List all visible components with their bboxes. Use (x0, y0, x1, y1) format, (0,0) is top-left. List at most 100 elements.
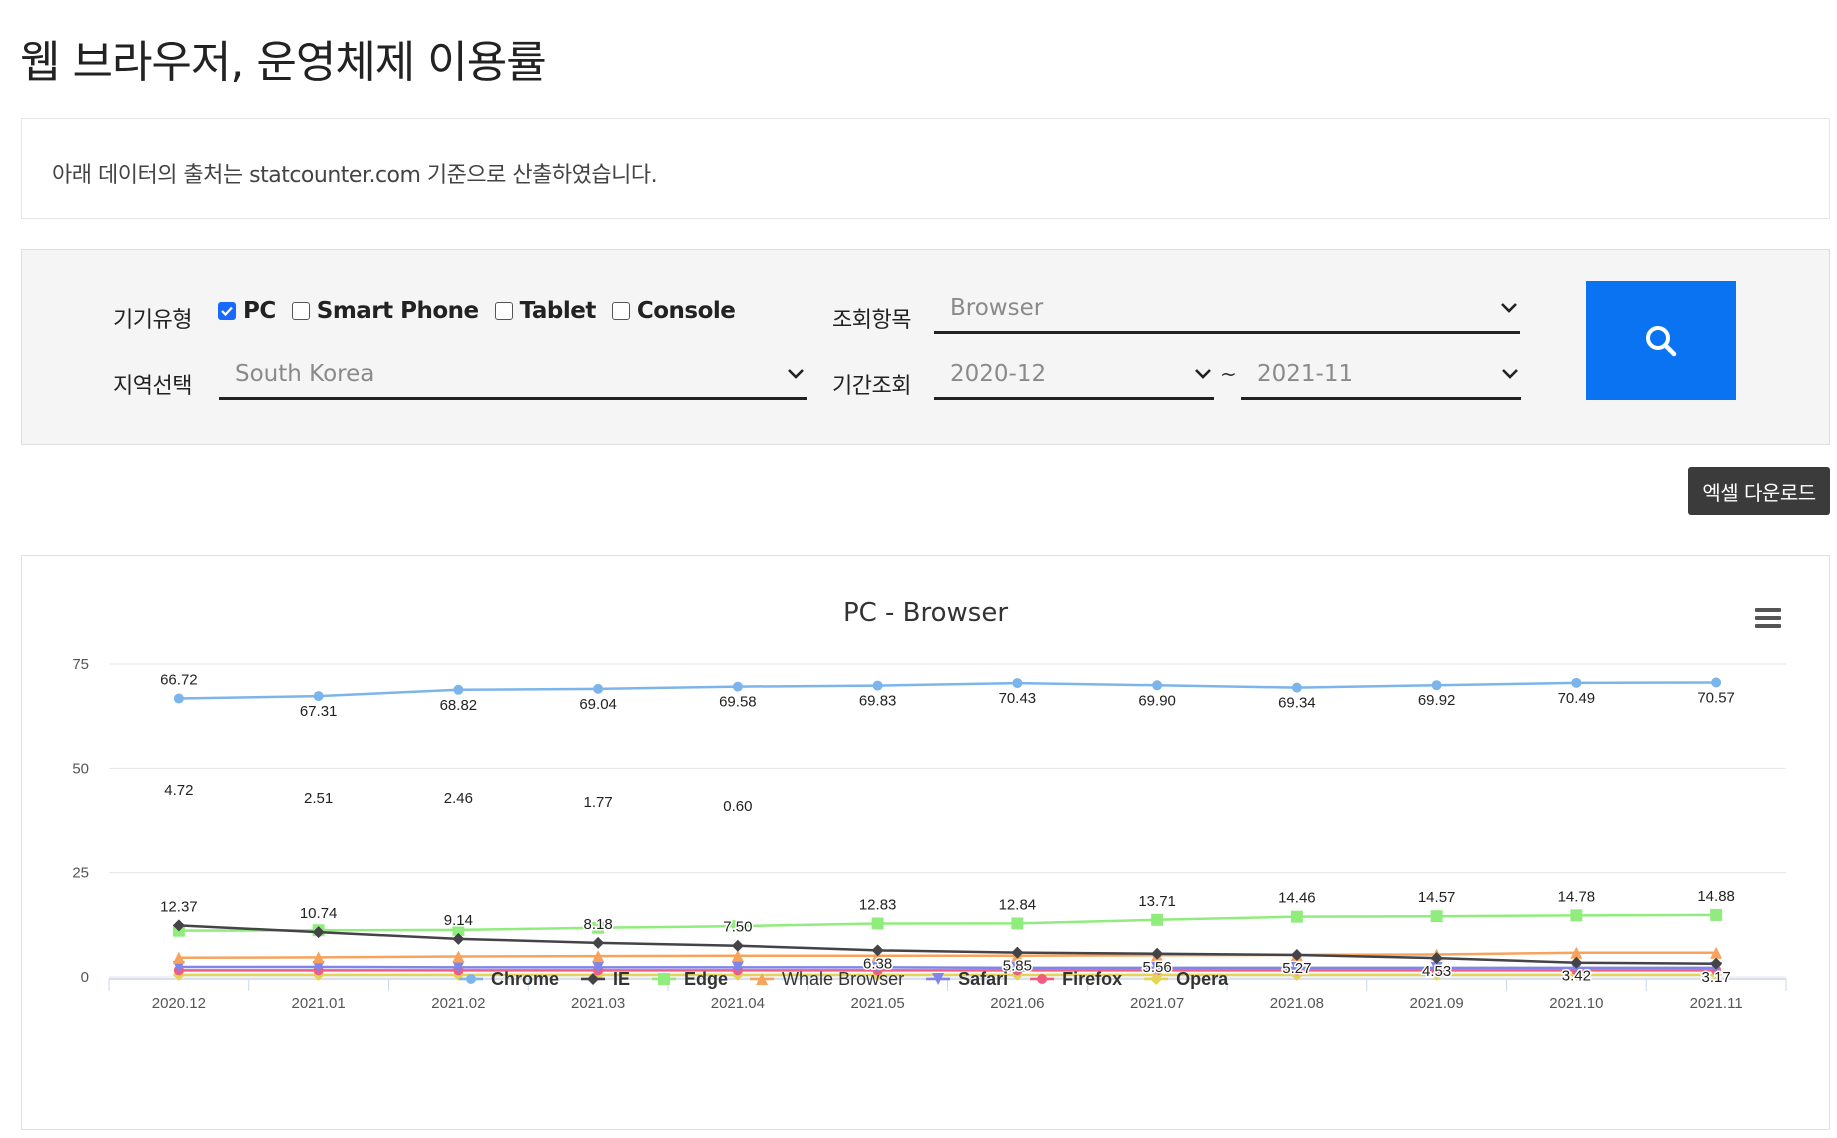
period-to-value: 2021-11 (1257, 361, 1354, 387)
excel-download-button[interactable]: 엑셀 다운로드 (1688, 467, 1830, 515)
data-point-whale-browser (312, 951, 325, 964)
period-label: 기간조회 (832, 374, 911, 399)
query-item-select-value: Browser (950, 295, 1044, 321)
data-label-edge: 0.60 (723, 798, 752, 815)
data-label-ie: 9.14 (444, 912, 473, 929)
data-point-whale-browser (1570, 946, 1583, 959)
legend-label: Chrome (491, 969, 559, 989)
data-point-safari (731, 961, 744, 974)
data-point-edge (452, 923, 465, 936)
data-point-ie (592, 936, 605, 949)
x-tick-label: 2021.02 (431, 995, 485, 1012)
data-point-edge (1011, 917, 1024, 930)
y-tick-label: 50 (72, 760, 89, 777)
notice-box: 아래 데이터의 출처는 statcounter.com 기준으로 산출하였습니다… (21, 118, 1830, 219)
data-label-ie: 3.42 (1562, 968, 1591, 985)
data-label-ie: 3.17 (1702, 969, 1731, 986)
checkbox-pc-box[interactable] (218, 302, 236, 320)
data-label-chrome: 70.43 (999, 690, 1037, 707)
x-tick-label: 2021.05 (851, 995, 905, 1012)
data-label-edge: 2.46 (444, 790, 473, 807)
device-checkbox-group: PC Smart Phone Tablet Console (218, 298, 751, 324)
data-label-chrome: 70.49 (1558, 690, 1596, 707)
data-point-ie (1011, 946, 1024, 959)
checkbox-smart-phone[interactable]: Smart Phone (291, 298, 479, 324)
period-from-select[interactable]: 2020-12 (934, 354, 1214, 400)
legend-marker (756, 973, 769, 985)
data-point-whale-browser (592, 950, 605, 963)
legend-marker (1150, 973, 1163, 985)
data-point-chrome (1291, 682, 1302, 693)
data-point-chrome (1571, 677, 1582, 688)
checkbox-console[interactable]: Console (611, 298, 736, 324)
series-line-edge (178, 913, 1717, 932)
data-point-safari (871, 961, 884, 974)
data-point-whale-browser (731, 949, 744, 962)
y-tick-label: 25 (72, 865, 89, 882)
data-point-safari (172, 960, 185, 973)
data-label-edge: 12.84 (999, 896, 1037, 913)
legend-label: Safari (958, 969, 1008, 989)
data-label-edge: 14.88 (1697, 888, 1735, 905)
checkbox-smart-phone-label: Smart Phone (316, 298, 479, 324)
legend-item-chrome[interactable]: Chrome (459, 969, 559, 989)
legend-label: Whale Browser (782, 969, 904, 989)
search-button[interactable] (1586, 281, 1736, 400)
page-title: 웹 브라우저, 운영체제 이용률 (20, 37, 547, 88)
series-line-whale-browser (178, 951, 1717, 960)
chart-menu-icon[interactable] (1755, 608, 1781, 628)
checkbox-console-label: Console (636, 298, 736, 324)
legend-label: Opera (1176, 969, 1229, 989)
series-line-chrome (178, 681, 1717, 700)
chart-container: PC - Browser 0 25 50 75 2020.12 2021.01 2021.0… (21, 555, 1830, 1130)
legend-item-edge[interactable]: Edge (652, 969, 728, 989)
data-point-chrome (313, 691, 324, 702)
data-label-edge: 14.78 (1558, 888, 1596, 905)
data-label-ie: 5.27 (1282, 960, 1311, 977)
data-label-ie: 4.53 (1422, 963, 1451, 980)
series-line-ie (178, 924, 1717, 966)
legend-marker (658, 973, 671, 985)
data-label-ie: 5.56 (1143, 959, 1172, 976)
search-icon (1646, 325, 1677, 356)
legend-label: Edge (684, 969, 728, 989)
data-point-edge (1290, 910, 1303, 923)
data-label-chrome: 69.34 (1278, 695, 1316, 712)
data-label-ie: 6.38 (863, 955, 892, 972)
data-label-ie: 7.50 (723, 919, 752, 936)
query-item-select[interactable]: Browser (934, 288, 1520, 334)
data-point-chrome (593, 683, 604, 694)
legend-item-safari[interactable]: Safari (926, 969, 1008, 989)
data-label-chrome: 70.57 (1697, 689, 1735, 706)
region-select[interactable]: South Korea (219, 354, 807, 400)
legend-item-ie[interactable]: IE (581, 969, 630, 989)
data-label-edge: 2.51 (304, 790, 333, 807)
checkbox-pc[interactable]: PC (218, 298, 276, 324)
y-tick-label: 75 (72, 656, 89, 673)
data-point-safari (1290, 961, 1303, 974)
data-label-chrome: 69.92 (1418, 692, 1456, 709)
checkbox-console-box[interactable] (611, 302, 630, 320)
data-point-ie (172, 919, 185, 932)
data-label-chrome: 69.04 (579, 696, 617, 713)
checkbox-tablet[interactable]: Tablet (494, 298, 596, 324)
data-point-chrome (1152, 680, 1163, 691)
data-label-edge: 14.57 (1418, 889, 1456, 906)
legend-item-opera[interactable]: Opera (1144, 969, 1229, 989)
data-label-edge: 13.71 (1138, 893, 1176, 910)
data-point-safari (1151, 961, 1164, 974)
data-point-ie (1710, 957, 1723, 970)
x-tick-label: 2021.11 (1690, 995, 1743, 1012)
legend-item-whale-browser[interactable]: Whale Browser (750, 969, 904, 989)
data-point-ie (1290, 949, 1303, 962)
data-label-chrome: 68.82 (440, 697, 478, 714)
checkbox-smart-phone-box[interactable] (291, 302, 310, 320)
data-label-edge: 4.72 (164, 782, 193, 799)
series-line-safari (178, 965, 1717, 970)
checkbox-tablet-box[interactable] (494, 302, 513, 320)
data-point-edge (592, 921, 605, 934)
x-tick-label: 2020.12 (152, 995, 206, 1012)
data-label-edge: 14.46 (1278, 890, 1316, 907)
legend-item-firefox[interactable]: Firefox (1030, 969, 1122, 989)
period-to-select[interactable]: 2021-11 (1241, 354, 1521, 400)
